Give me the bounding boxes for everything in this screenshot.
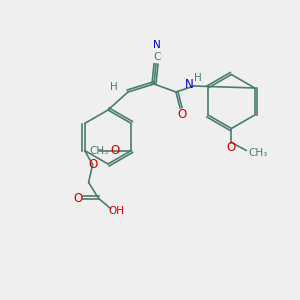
Text: O: O: [177, 107, 187, 121]
Text: O: O: [227, 141, 236, 154]
Text: N: N: [184, 79, 194, 92]
Text: CH₃: CH₃: [249, 148, 268, 158]
Text: N: N: [153, 40, 161, 50]
Text: O: O: [73, 192, 82, 205]
Text: C: C: [153, 52, 161, 62]
Text: O: O: [111, 144, 120, 157]
Text: CH₃: CH₃: [90, 146, 109, 155]
Text: H: H: [194, 73, 202, 83]
Text: O: O: [88, 158, 97, 171]
Text: H: H: [110, 82, 118, 92]
Text: OH: OH: [109, 206, 124, 215]
